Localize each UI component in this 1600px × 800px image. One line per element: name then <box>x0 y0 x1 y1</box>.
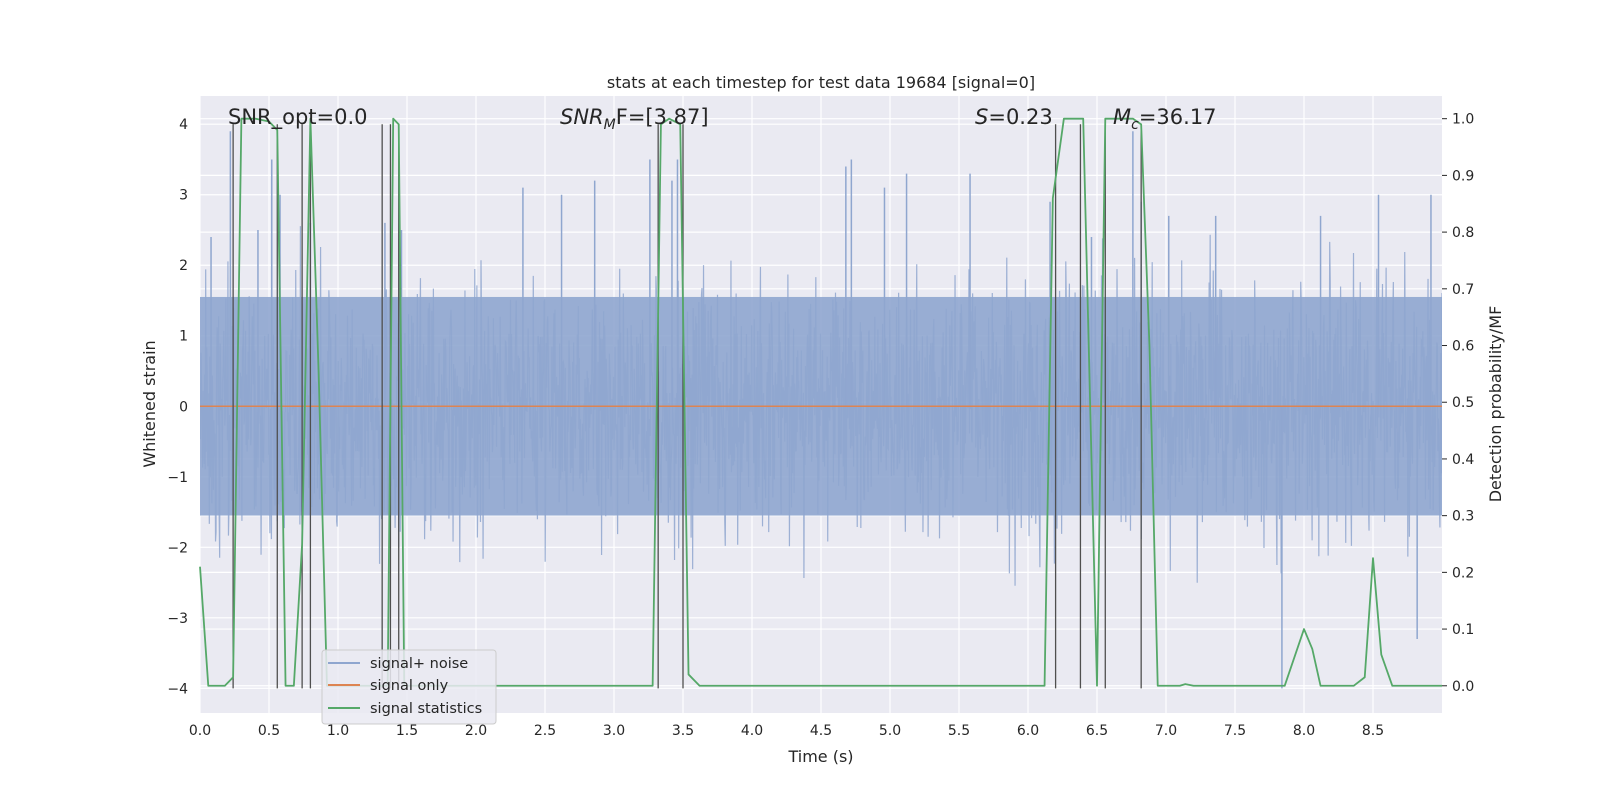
legend: signal+ noise signal only signal statist… <box>321 649 497 725</box>
x-tick-label: 1.0 <box>327 723 349 739</box>
x-tick-label: 3.0 <box>603 723 625 739</box>
y-tick-label: −4 <box>167 681 188 697</box>
snr-mf-base: SNR <box>560 105 604 129</box>
y2-tick-label: 0.7 <box>1452 282 1474 298</box>
y2-tick-label: 0.4 <box>1452 452 1474 468</box>
y2-tick-label: 0.8 <box>1452 225 1474 241</box>
x-tick-label: 0.5 <box>258 723 280 739</box>
y2-tick-label: 0.9 <box>1452 168 1474 184</box>
x-tick-label: 8.0 <box>1293 723 1315 739</box>
y-axis-label: Whitened strain <box>140 340 159 467</box>
x-tick-label: 2.5 <box>534 723 556 739</box>
y2-tick-label: 0.1 <box>1452 622 1474 638</box>
snr-mf-tail: F=[3.87] <box>616 105 709 129</box>
x-tick-label: 1.5 <box>396 723 418 739</box>
mc-subscript: c <box>1131 117 1139 133</box>
mc-annotation: Mc=36.17 <box>1113 105 1217 133</box>
x-tick-label: 6.0 <box>1017 723 1039 739</box>
x-tick-label: 8.5 <box>1362 723 1384 739</box>
legend-label-signal-noise: signal+ noise <box>370 656 468 672</box>
s-annotation: S=0.23 <box>975 105 1053 129</box>
y-tick-label: 2 <box>179 258 188 274</box>
mc-tail: =36.17 <box>1139 105 1217 129</box>
y-tick-label: 4 <box>179 117 188 133</box>
y-tick-label: −2 <box>167 540 188 556</box>
s-tail: =0.23 <box>988 105 1052 129</box>
x-tick-label: 5.5 <box>948 723 970 739</box>
axis-ticks: 0.0 0.5 1.0 1.5 2.0 2.5 3.0 3.5 4.0 4.5 5.0 5.5 6.0 6… <box>167 112 1474 739</box>
snr-mf-annotation: SNRMF=[3.87] <box>560 105 709 133</box>
chart-title: stats at each timestep for test data 196… <box>607 73 1035 92</box>
y-tick-label: 3 <box>179 188 188 204</box>
y-tick-label: 1 <box>179 329 188 345</box>
x-tick-label: 6.5 <box>1086 723 1108 739</box>
y2-tick-label: 0.0 <box>1452 679 1474 695</box>
x-tick-label: 3.5 <box>672 723 694 739</box>
y2-axis-label: Detection probability/MF <box>1486 306 1505 503</box>
legend-label-signal-statistics: signal statistics <box>370 701 482 717</box>
detection-markers <box>232 124 1142 689</box>
signal-statistics-series <box>199 117 1442 687</box>
y2-tick-label: 0.6 <box>1452 339 1474 355</box>
x-tick-label: 0.0 <box>189 723 211 739</box>
x-tick-label: 2.0 <box>465 723 487 739</box>
y-tick-label: 0 <box>179 399 188 415</box>
y2-tick-label: 0.3 <box>1452 509 1474 525</box>
y2-tick-label: 0.2 <box>1452 565 1474 581</box>
x-tick-label: 5.0 <box>879 723 901 739</box>
x-tick-label: 4.5 <box>810 723 832 739</box>
mc-base: M <box>1113 105 1131 129</box>
y2-tick-label: 0.5 <box>1452 395 1474 411</box>
snr-opt-annotation: SNR_opt=0.0 <box>228 105 368 130</box>
s-base: S <box>975 105 988 129</box>
y-tick-label: −3 <box>167 611 188 627</box>
x-tick-label: 4.0 <box>741 723 763 739</box>
y-tick-label: −1 <box>167 470 188 486</box>
y2-tick-label: 1.0 <box>1452 112 1474 128</box>
x-axis-label: Time (s) <box>787 747 853 766</box>
legend-label-signal-only: signal only <box>370 678 449 694</box>
signal-statistics-line <box>199 117 1442 687</box>
x-tick-label: 7.5 <box>1224 723 1246 739</box>
snr-mf-subscript: M <box>604 117 616 133</box>
legend-box <box>321 649 497 725</box>
x-tick-label: 7.0 <box>1155 723 1177 739</box>
